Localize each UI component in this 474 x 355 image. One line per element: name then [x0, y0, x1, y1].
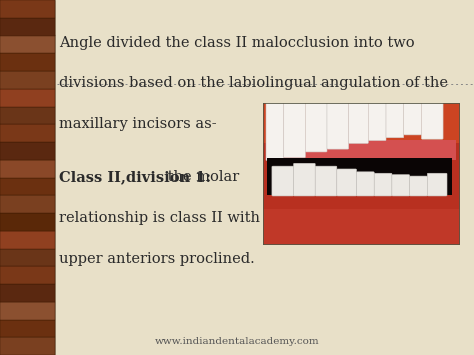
Bar [0, 160, 55, 178]
Bar [0, 337, 55, 355]
Text: www.indiandentalacademy.com: www.indiandentalacademy.com [155, 337, 319, 346]
FancyBboxPatch shape [284, 102, 305, 158]
Bar [0, 142, 55, 160]
Bar [0, 266, 55, 284]
Bar [263, 209, 460, 245]
Bar [267, 140, 456, 160]
Text: Class II,division 1:: Class II,division 1: [59, 170, 211, 184]
Bar [0, 320, 55, 337]
Bar [0, 302, 55, 320]
FancyBboxPatch shape [327, 102, 349, 149]
Bar [0, 178, 55, 195]
Bar [0, 106, 55, 124]
FancyBboxPatch shape [374, 173, 392, 196]
Text: upper anteriors proclined.: upper anteriors proclined. [59, 252, 255, 266]
FancyBboxPatch shape [428, 173, 447, 196]
Bar [0, 71, 55, 89]
Text: divisions based on the labiolingual angulation of the: divisions based on the labiolingual angu… [59, 76, 448, 90]
Bar [0, 18, 55, 36]
Bar [267, 158, 452, 195]
Text: relationship is class II with the: relationship is class II with the [59, 211, 289, 225]
FancyBboxPatch shape [392, 175, 410, 196]
FancyBboxPatch shape [386, 102, 404, 138]
Bar [0, 36, 55, 53]
Text: the molar: the molar [163, 170, 239, 184]
FancyBboxPatch shape [421, 102, 443, 139]
FancyBboxPatch shape [404, 102, 421, 135]
FancyBboxPatch shape [272, 166, 293, 196]
Bar [0, 0, 55, 18]
FancyBboxPatch shape [266, 102, 284, 160]
Bar [0, 284, 55, 302]
FancyBboxPatch shape [337, 169, 356, 196]
Text: Angle divided the class II malocclusion into two: Angle divided the class II malocclusion … [59, 36, 415, 49]
Bar [0, 124, 55, 142]
Bar [0, 213, 55, 231]
FancyBboxPatch shape [305, 102, 327, 152]
Bar [263, 103, 460, 143]
Text: maxillary incisors as-: maxillary incisors as- [59, 117, 217, 131]
Bar [0, 248, 55, 266]
Bar [0, 53, 55, 71]
Bar [0, 231, 55, 248]
Bar [0, 195, 55, 213]
FancyBboxPatch shape [315, 166, 337, 196]
FancyBboxPatch shape [410, 176, 428, 196]
FancyBboxPatch shape [356, 172, 374, 196]
FancyBboxPatch shape [293, 163, 315, 196]
FancyBboxPatch shape [349, 102, 368, 143]
Bar [0, 89, 55, 106]
FancyBboxPatch shape [368, 102, 386, 141]
